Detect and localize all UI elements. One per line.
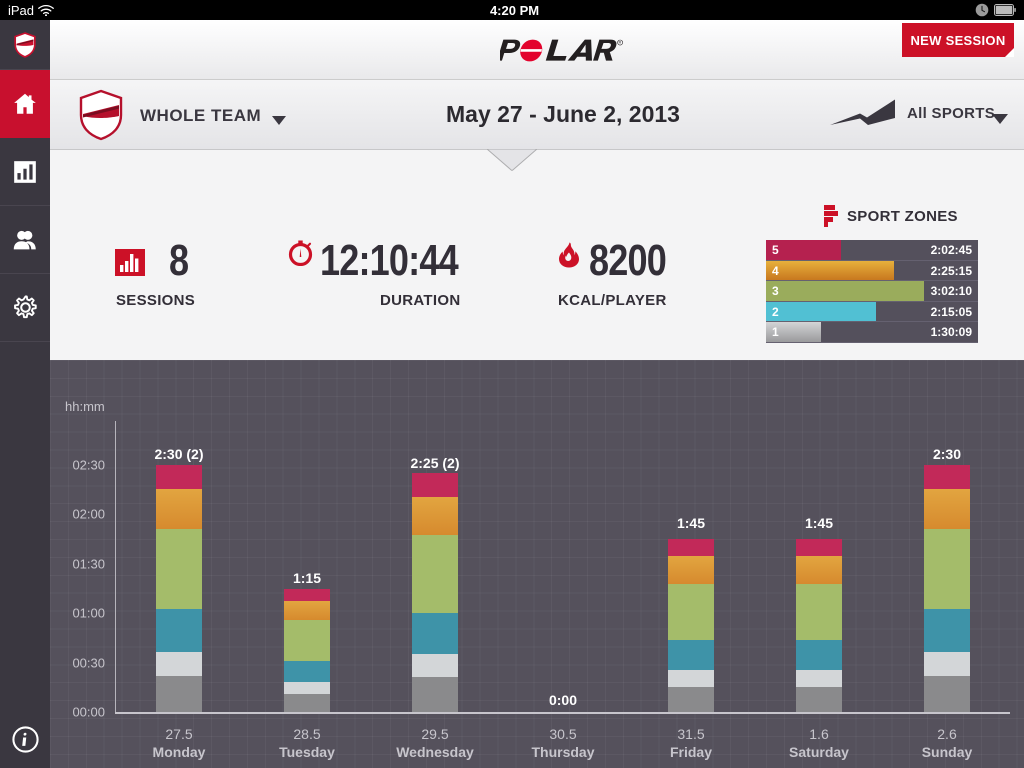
svg-text:R: R — [619, 41, 622, 45]
